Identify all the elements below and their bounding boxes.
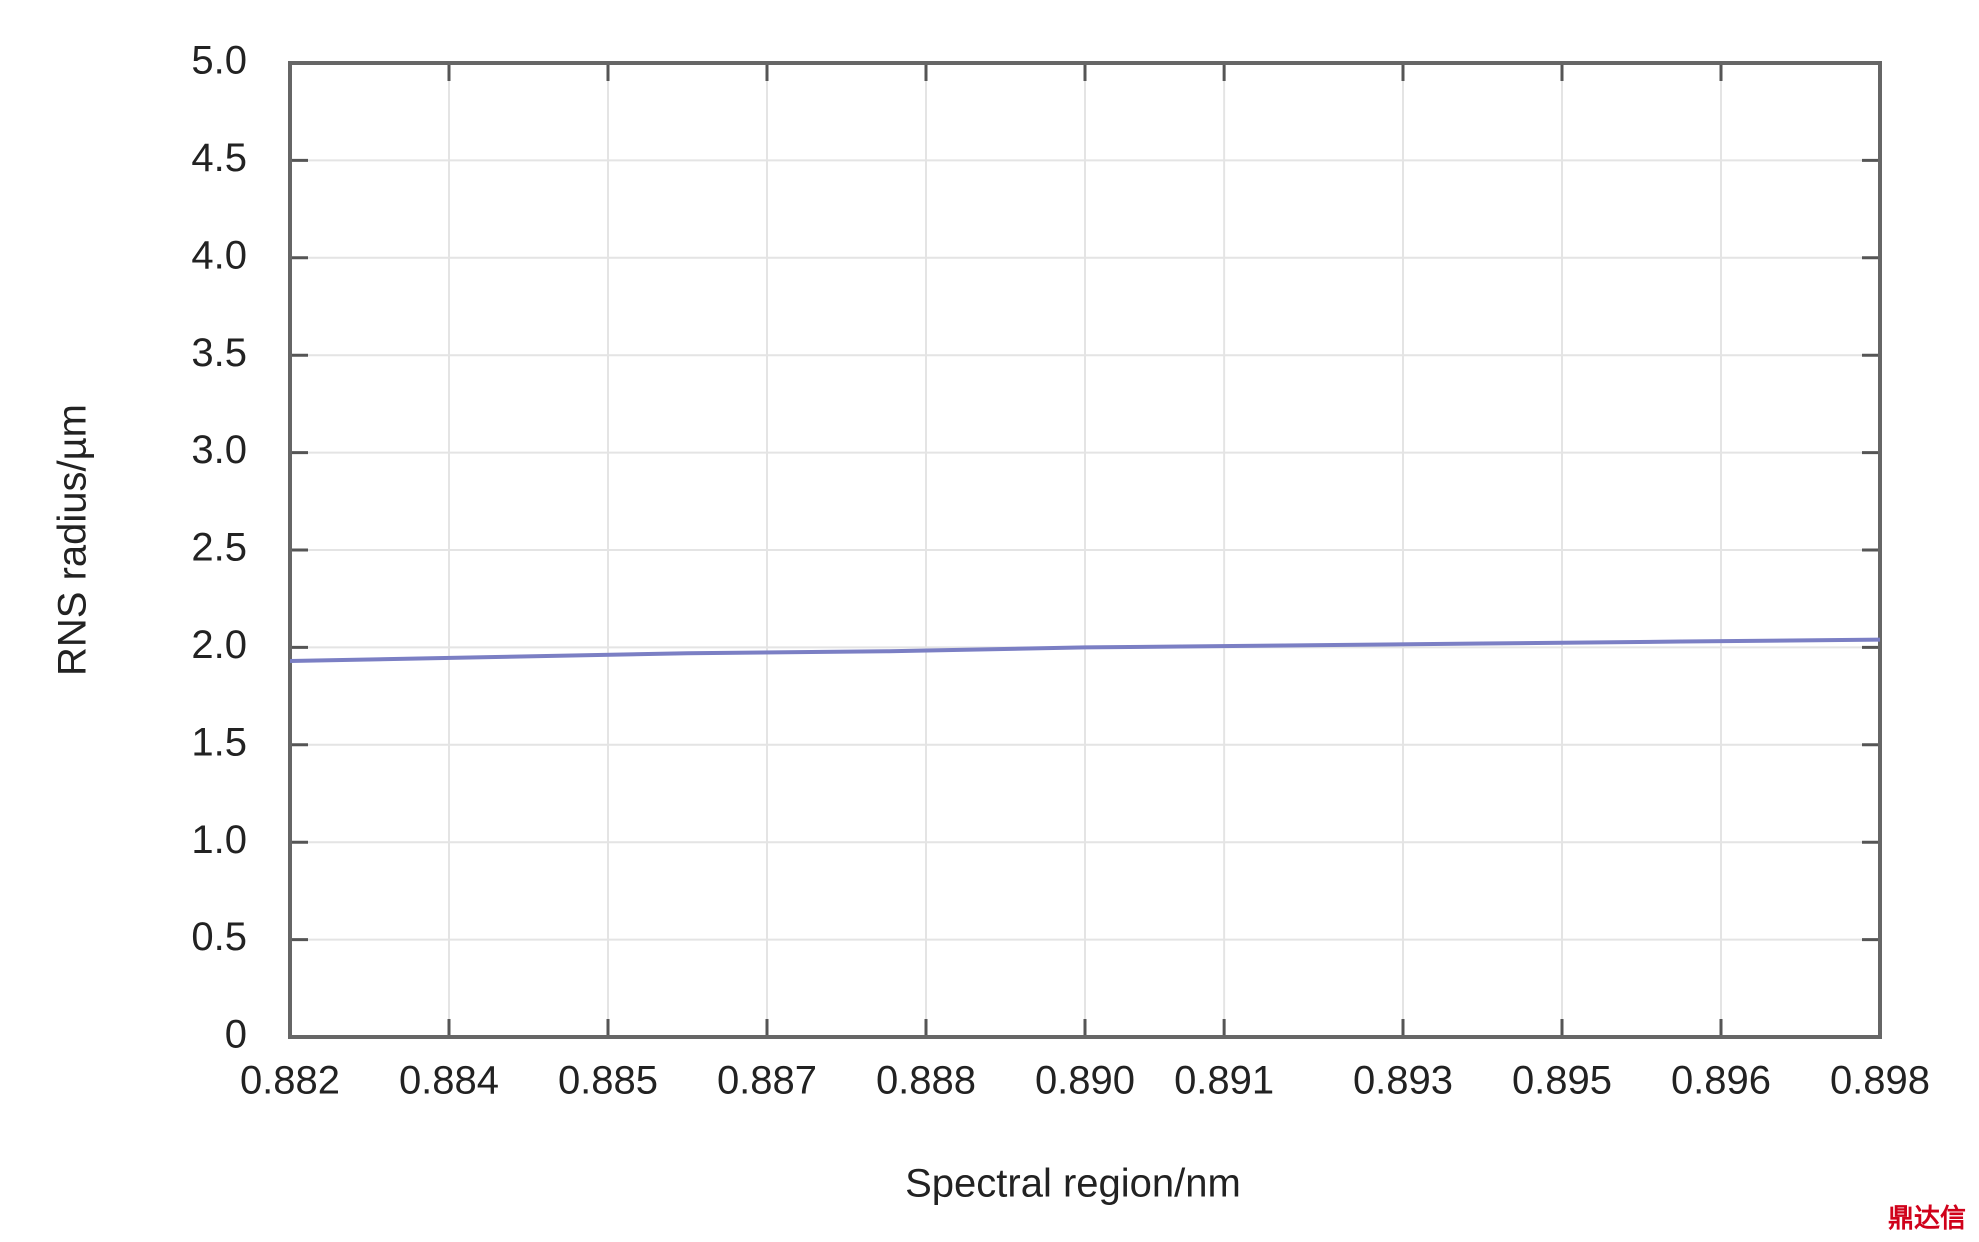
y-tick-label: 2.5: [191, 526, 247, 570]
x-tick-label: 0.898: [1830, 1059, 1930, 1103]
y-tick-label: 2.0: [191, 623, 247, 667]
x-tick-label: 0.884: [399, 1059, 499, 1103]
x-tick-label: 0.888: [876, 1059, 976, 1103]
y-axis-title: RNS radius/µm: [51, 404, 95, 676]
y-tick-label: 1.5: [191, 720, 247, 764]
y-tick-label: 1.0: [191, 818, 247, 862]
x-tick-label: 0.896: [1671, 1059, 1771, 1103]
x-tick-label: 0.895: [1512, 1059, 1612, 1103]
x-tick-label: 0.885: [558, 1059, 658, 1103]
y-tick-label: 0: [225, 1013, 247, 1057]
y-tick-label: 3.5: [191, 331, 247, 375]
x-axis-title: Spectral region/nm: [905, 1162, 1241, 1206]
data-line: [289, 637, 1881, 664]
plot-frame: [288, 61, 1882, 1039]
y-tick-label: 4.5: [191, 136, 247, 180]
x-tick-label: 0.893: [1353, 1059, 1453, 1103]
x-tick-label: 0.887: [717, 1059, 817, 1103]
y-tick-label: 5.0: [191, 39, 247, 83]
watermark: 鼎达信: [1888, 1203, 1966, 1233]
y-tick-label: 3.0: [191, 428, 247, 472]
y-tick-label: 0.5: [191, 915, 247, 959]
x-tick-label: 0.882: [240, 1059, 340, 1103]
y-tick-label: 4.0: [191, 233, 247, 277]
x-tick-label: 0.890: [1035, 1059, 1135, 1103]
x-tick-label: 0.891: [1174, 1059, 1274, 1103]
